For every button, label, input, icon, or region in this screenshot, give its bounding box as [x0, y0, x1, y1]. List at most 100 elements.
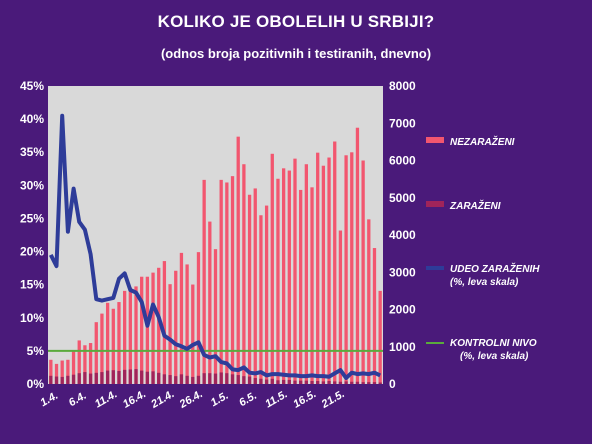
y-right-tick-label: 3000 — [389, 265, 416, 279]
bar-nezarazeni — [276, 178, 280, 384]
bar-zarazeni — [117, 370, 121, 384]
bar-nezarazeni — [225, 182, 229, 384]
bar-zarazeni — [287, 379, 291, 384]
bar-nezarazeni — [316, 152, 320, 384]
bar-nezarazeni — [162, 261, 167, 384]
bar-zarazeni — [259, 378, 263, 384]
legend-swatch-kontrolni — [426, 342, 444, 344]
bar-nezarazeni — [100, 313, 104, 384]
bar-zarazeni — [123, 369, 127, 384]
bar-nezarazeni — [327, 157, 331, 384]
bar-nezarazeni — [208, 221, 212, 384]
x-tick-label: 6.5. — [237, 390, 259, 410]
y-left-tick-label: 10% — [20, 311, 44, 325]
bar-nezarazeni — [270, 153, 274, 384]
y-left-tick-label: 30% — [20, 178, 44, 192]
bar-zarazeni — [355, 381, 360, 384]
bar-zarazeni — [236, 375, 240, 384]
bar-nezarazeni — [230, 176, 235, 384]
line-udeo-zarazenih — [49, 113, 382, 380]
y-left-tick-label: 0% — [27, 377, 45, 391]
bar-nezarazeni — [196, 252, 201, 384]
legend-swatch-nezarazeni — [426, 137, 444, 143]
bar-zarazeni — [304, 380, 308, 384]
x-tick-label: 6.4. — [67, 390, 89, 410]
bar-zarazeni — [247, 376, 252, 384]
bar-nezarazeni — [344, 155, 348, 384]
bar-nezarazeni — [49, 359, 53, 384]
y-left-tick-label: 35% — [20, 145, 44, 159]
bar-nezarazeni — [185, 264, 189, 384]
bar-zarazeni — [225, 373, 229, 384]
bar-nezarazeni — [134, 286, 138, 384]
bar-nezarazeni — [378, 290, 382, 384]
x-tick-label: 11.4. — [93, 388, 119, 410]
bar-zarazeni — [77, 373, 81, 384]
bar-zarazeni — [94, 372, 98, 384]
bar-zarazeni — [71, 374, 76, 384]
bar-nezarazeni — [174, 270, 178, 384]
bar-zarazeni — [333, 381, 337, 384]
bar-zarazeni — [179, 374, 184, 384]
legend-swatch-zarazeni — [426, 201, 444, 207]
bar-nezarazeni — [213, 249, 218, 384]
bar-nezarazeni — [117, 302, 121, 384]
bar-nezarazeni — [253, 188, 257, 384]
bar-nezarazeni — [293, 158, 297, 384]
bar-zarazeni — [83, 372, 87, 384]
y-right-tick-label: 5000 — [389, 191, 416, 205]
y-left-tick-label: 45% — [20, 79, 44, 93]
x-tick-label: 21.4. — [148, 388, 176, 411]
bar-nezarazeni — [259, 215, 263, 384]
bar-zarazeni — [213, 373, 218, 384]
bar-nezarazeni — [242, 164, 246, 384]
bar-zarazeni — [276, 380, 280, 384]
bar-zarazeni — [316, 381, 320, 384]
bar-zarazeni — [191, 376, 195, 384]
bar-nezarazeni — [287, 170, 291, 384]
bar-zarazeni — [293, 380, 297, 384]
bar-zarazeni — [88, 373, 93, 384]
bar-nezarazeni — [94, 322, 98, 384]
legend-label-udeo: UDEO ZARAŽENIH — [450, 262, 540, 275]
bar-zarazeni — [344, 381, 348, 384]
bar-nezarazeni — [191, 284, 195, 384]
bar-zarazeni — [128, 369, 132, 384]
bar-layer — [49, 127, 382, 384]
bar-nezarazeni — [333, 141, 337, 384]
bar-zarazeni — [310, 381, 314, 384]
bar-nezarazeni — [168, 284, 172, 384]
bar-zarazeni — [185, 375, 189, 384]
bar-nezarazeni — [66, 359, 70, 384]
y-left-tick-label: 25% — [20, 211, 44, 225]
bar-nezarazeni — [71, 350, 76, 384]
bar-zarazeni — [242, 376, 246, 384]
y-right-tick-label: 4000 — [389, 228, 416, 242]
bar-nezarazeni — [140, 276, 144, 384]
bar-zarazeni — [111, 370, 115, 384]
bar-zarazeni — [105, 370, 110, 384]
bar-zarazeni — [168, 375, 172, 384]
bar-nezarazeni — [145, 276, 150, 384]
x-tick-label: 1.4. — [38, 390, 60, 410]
bar-nezarazeni — [304, 164, 308, 384]
bar-zarazeni — [60, 376, 64, 384]
bar-nezarazeni — [247, 194, 252, 384]
x-tick-label: 16.5. — [291, 388, 318, 411]
y-left-tick-label: 40% — [20, 112, 44, 126]
legend-note-kontrolni: (%, leva skala) — [460, 351, 529, 362]
bar-zarazeni — [299, 380, 303, 384]
bar-zarazeni — [327, 381, 331, 384]
bar-nezarazeni — [338, 230, 343, 384]
x-tick-label: 11.5. — [263, 388, 289, 410]
legend-swatch-udeo — [426, 266, 444, 270]
bar-nezarazeni — [367, 219, 371, 384]
bar-nezarazeni — [321, 165, 326, 384]
bar-nezarazeni — [157, 267, 161, 384]
bar-nezarazeni — [264, 205, 269, 384]
legend: NEZARAŽENI ZARAŽENI UDEO ZARAŽENIH (%, leva… — [426, 135, 540, 362]
legend-note-udeo: (%, leva skala) — [450, 277, 519, 288]
bar-nezarazeni — [202, 179, 206, 384]
bar-zarazeni — [54, 376, 59, 384]
